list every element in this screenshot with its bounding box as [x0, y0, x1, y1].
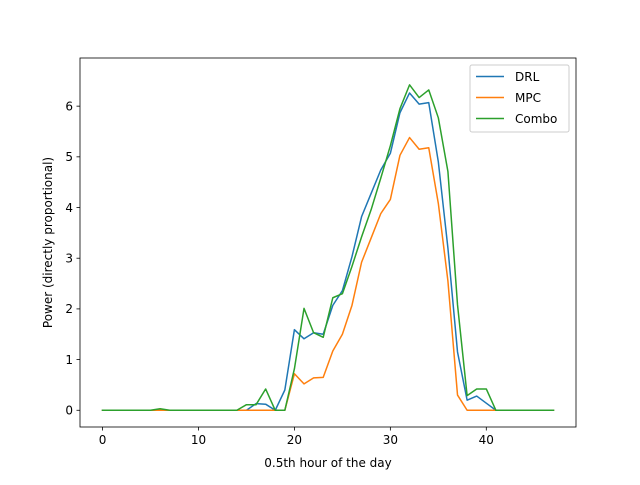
y-tick-label: 6	[65, 99, 73, 113]
y-axis-ticks: 0 1 2 3 4 5 6	[65, 99, 80, 418]
legend: DRL MPC Combo	[469, 64, 570, 133]
x-tick-label: 10	[191, 433, 206, 447]
y-tick-label: 1	[65, 353, 73, 367]
legend-label-drl: DRL	[515, 70, 540, 84]
legend-label-combo: Combo	[515, 112, 557, 126]
y-axis-label: Power (directly proportional)	[41, 157, 55, 328]
x-axis-ticks: 0 10 20 30 40	[99, 427, 494, 447]
y-tick-label: 0	[65, 404, 73, 418]
x-tick-label: 40	[479, 433, 494, 447]
x-tick-label: 30	[383, 433, 398, 447]
legend-box	[469, 64, 570, 133]
plot-frame	[79, 57, 577, 428]
legend-label-mpc: MPC	[515, 91, 541, 105]
x-axis-label: 0.5th hour of the day	[264, 456, 391, 470]
y-tick-label: 2	[65, 302, 73, 316]
y-tick-label: 4	[65, 201, 73, 215]
y-tick-label: 3	[65, 252, 73, 266]
y-tick-label: 5	[65, 150, 73, 164]
series-lines	[101, 84, 555, 412]
x-tick-label: 0	[99, 433, 107, 447]
series-line-combo	[101, 84, 555, 412]
x-tick-label: 20	[287, 433, 302, 447]
